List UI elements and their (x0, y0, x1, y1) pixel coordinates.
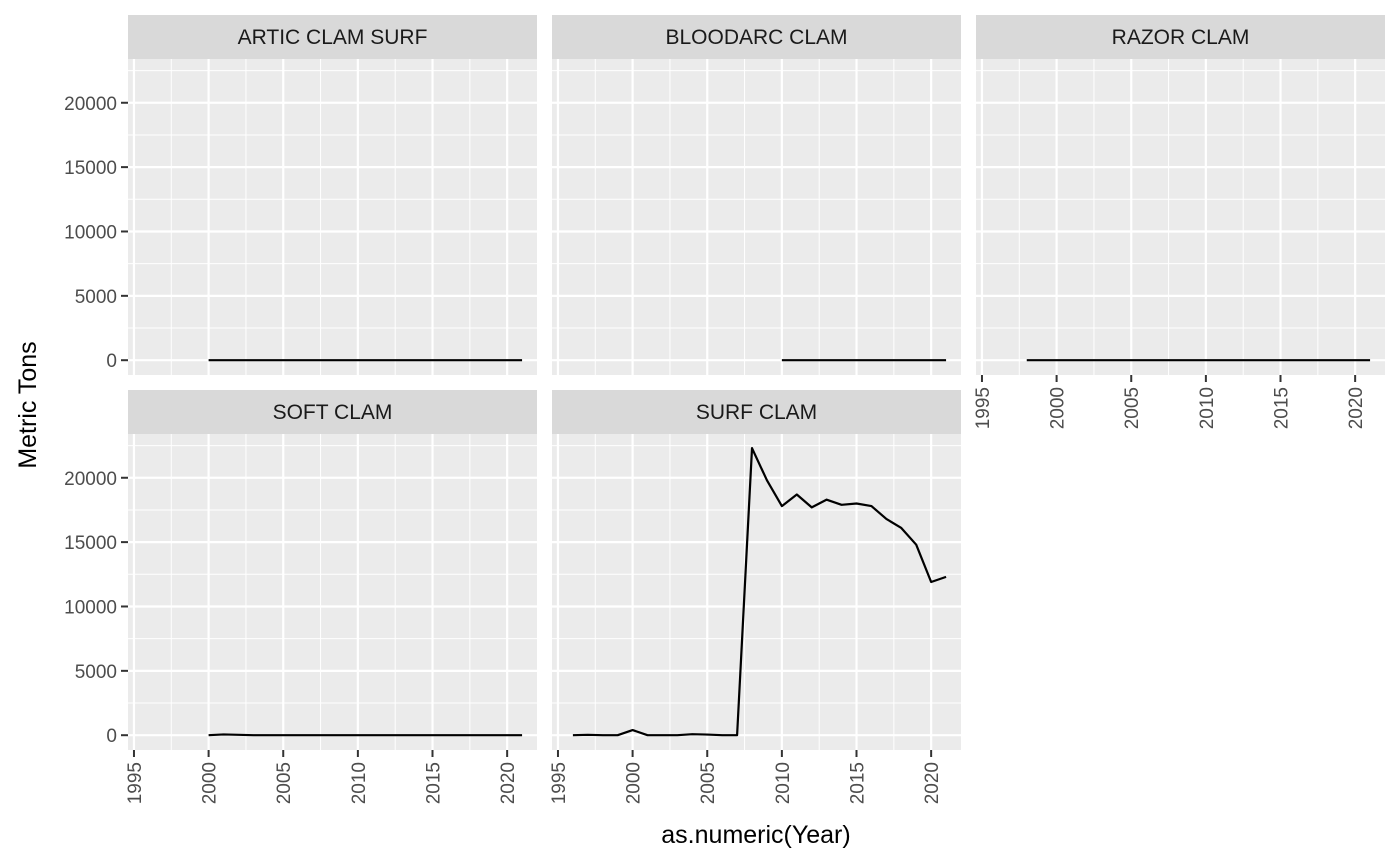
strip-label-surf-clam: SURF CLAM (696, 401, 817, 424)
x-tick-label: 2005 (698, 762, 719, 804)
series-line-surf-clam (572, 447, 947, 737)
strip-label-razor-clam: RAZOR CLAM (1112, 26, 1250, 49)
facet-panels: ARTIC CLAM SURF05000100001500020000BLOOD… (64, 15, 1385, 804)
x-tick-label: 2005 (274, 762, 295, 804)
x-tick-label: 2005 (1122, 387, 1143, 429)
x-tick-label: 2020 (498, 762, 519, 804)
y-tick-label: 5000 (75, 662, 117, 683)
x-tick-label: 2000 (1048, 387, 1069, 429)
x-tick-label: 2010 (349, 762, 370, 804)
panel-surf-clam: SURF CLAM 1995 2000 2005 2010 2015 2020 (549, 390, 961, 804)
x-tick-label: 1995 (125, 762, 146, 804)
panel-background (552, 59, 961, 375)
panel-artic-clam-surf: ARTIC CLAM SURF 0 5000 10000 15000 20000 (64, 15, 537, 375)
x-tick-label: 2010 (1197, 387, 1218, 429)
strip-label-artic-clam-surf: ARTIC CLAM SURF (238, 26, 428, 49)
panel-soft-clam: SOFT CLAM 0 5000 10000 15000 20000 1995 2000 200… (64, 390, 537, 804)
y-axis-title: Metric Tons (14, 341, 42, 468)
x-tick-label: 2000 (624, 762, 645, 804)
x-axis-title: as.numeric(Year) (661, 821, 850, 849)
strip-surf-clam (552, 390, 961, 434)
panel-background (128, 434, 537, 750)
y-tick-label: 10000 (64, 222, 117, 243)
x-tick-label: 2000 (200, 762, 221, 804)
y-tick-label: 5000 (75, 287, 117, 308)
y-tick-label: 15000 (64, 158, 117, 179)
x-tick-label: 2015 (424, 762, 445, 804)
strip-razor-clam (976, 15, 1385, 59)
panel-background (552, 434, 961, 750)
y-tick-label: 20000 (64, 469, 117, 490)
strip-label-soft-clam: SOFT CLAM (273, 401, 393, 424)
panel-background (976, 59, 1385, 375)
strip-bloodarc-clam (552, 15, 961, 59)
panel-bloodarc-clam: BLOODARC CLAM (552, 15, 961, 375)
x-tick-label: 1995 (549, 762, 570, 804)
strip-soft-clam (128, 390, 537, 434)
x-tick-label: 2015 (848, 762, 869, 804)
y-tick-label: 20000 (64, 94, 117, 115)
x-tick-label: 2010 (773, 762, 794, 804)
y-tick-label: 15000 (64, 533, 117, 554)
panel-razor-clam: RAZOR CLAM 1995 2000 2005 2010 2015 2020 (973, 15, 1385, 429)
x-tick-label: 1995 (973, 387, 994, 429)
x-tick-label: 2015 (1272, 387, 1293, 429)
strip-label-bloodarc-clam: BLOODARC CLAM (665, 26, 847, 49)
y-tick-label: 0 (106, 351, 117, 372)
panel-background (128, 59, 537, 375)
x-tick-label: 2020 (922, 762, 943, 804)
series-line-soft-clam (208, 733, 523, 737)
y-tick-label: 0 (106, 726, 117, 747)
strip-artic-clam-surf (128, 15, 537, 59)
y-tick-label: 10000 (64, 597, 117, 618)
x-tick-label: 2020 (1346, 387, 1367, 429)
